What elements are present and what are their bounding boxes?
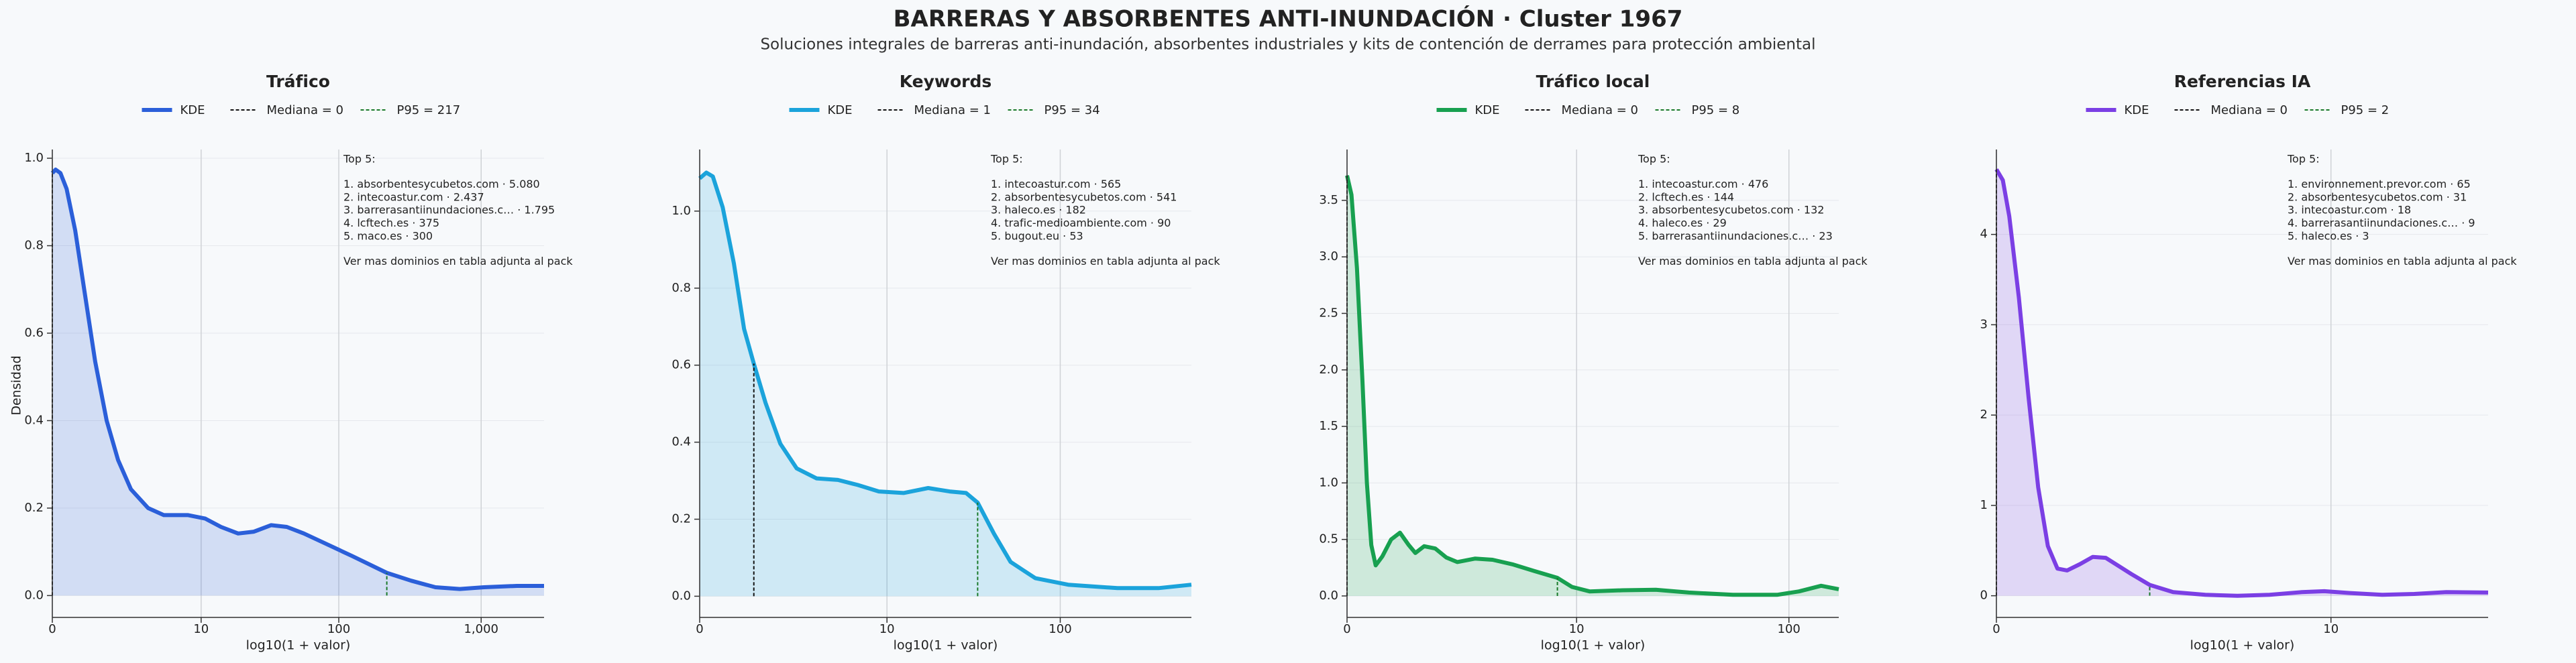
kde-line (1345, 175, 1839, 597)
y-tick-label: 4 (1980, 227, 1988, 241)
y-tick-label: 1.0 (24, 151, 44, 165)
kde-line (50, 168, 544, 591)
legend-label: P95 = 217 (397, 103, 461, 117)
x-tick-label: 100 (1049, 622, 1071, 636)
legend-label: P95 = 2 (2341, 103, 2390, 117)
y-tick-label: 0.0 (24, 588, 44, 602)
annotation-line: Ver mas dominios en tabla adjunta al pac… (343, 255, 573, 267)
legend-label: Mediana = 1 (914, 103, 991, 117)
kde-line (698, 170, 1192, 591)
annotation-line: Ver mas dominios en tabla adjunta al pac… (1638, 255, 1868, 267)
x-axis-label: log10(1 + valor) (2190, 638, 2295, 653)
annotation-line: Top 5: (343, 153, 376, 166)
annotation-line: 1. environnement.prevor.com · 65 (2288, 178, 2471, 190)
y-tick-label: 2.5 (1319, 306, 1338, 320)
annotation-line: 2. absorbentesycubetos.com · 541 (991, 190, 1177, 203)
legend-label: Mediana = 0 (267, 103, 343, 117)
panel-title: Tráfico local (1536, 72, 1650, 91)
legend-label: P95 = 8 (1692, 103, 1740, 117)
x-tick-label: 100 (1778, 622, 1801, 636)
x-tick-label: 0 (1343, 622, 1350, 636)
y-tick-label: 0.8 (24, 239, 44, 253)
x-axis-label: log10(1 + valor) (1541, 638, 1646, 653)
x-axis-label: log10(1 + valor) (246, 638, 351, 653)
x-tick-label: 10 (193, 622, 209, 636)
x-tick-label: 10 (879, 622, 895, 636)
y-tick-label: 0 (1980, 589, 1988, 603)
x-tick-label: 0 (696, 622, 703, 636)
y-tick-label: 0.2 (24, 501, 44, 515)
annotation-line: 2. intecoastur.com · 2.437 (343, 190, 484, 203)
y-tick-label: 1.0 (1319, 475, 1338, 489)
y-tick-label: 2 (1980, 408, 1988, 422)
annotation-line: 4. barrerasantiinundaciones.c… · 9 (2288, 217, 2475, 229)
y-tick-label: 0.4 (24, 413, 44, 427)
annotation-line: 1. intecoastur.com · 476 (1638, 178, 1768, 190)
annotation-line: Top 5: (990, 153, 1023, 166)
annotation-line: 2. absorbentesycubetos.com · 31 (2288, 190, 2467, 203)
kde-line (1994, 168, 2489, 598)
y-tick-label: 1.5 (1319, 419, 1338, 433)
legend-label: KDE (1475, 103, 1500, 117)
y-tick-label: 1 (1980, 498, 1988, 512)
y-tick-label: 0.0 (672, 589, 691, 603)
page-subtitle: Soluciones integrales de barreras anti‑i… (760, 36, 1815, 54)
annotation-line: 4. haleco.es · 29 (1638, 217, 1727, 229)
kde-area (52, 170, 544, 596)
y-axis-label: Densidad (9, 355, 24, 415)
y-tick-label: 3.5 (1319, 193, 1338, 207)
annotation-line: Top 5: (1638, 153, 1670, 166)
y-tick-label: 3 (1980, 317, 1988, 331)
kde-area (1347, 175, 1839, 596)
legend-label: KDE (2125, 103, 2149, 117)
x-tick-label: 0 (1992, 622, 2000, 636)
annotation-line: 5. maco.es · 300 (343, 230, 433, 243)
panel-title: Keywords (900, 72, 992, 91)
x-tick-label: 1,000 (464, 622, 498, 636)
page-title: BARRERAS Y ABSORBENTES ANTI‑INUNDACIÓN ·… (894, 5, 1683, 33)
annotation-line: 3. absorbentesycubetos.com · 132 (1638, 204, 1824, 217)
legend-label: P95 = 34 (1044, 103, 1100, 117)
x-tick-label: 0 (48, 622, 56, 636)
annotation-line: 1. intecoastur.com · 565 (991, 178, 1121, 190)
annotation-line: 5. bugout.eu · 53 (991, 230, 1083, 243)
legend-label: Mediana = 0 (1562, 103, 1638, 117)
annotation-line: 1. absorbentesycubetos.com · 5.080 (343, 178, 540, 190)
kde-area (700, 172, 1191, 597)
annotation-line: Ver mas dominios en tabla adjunta al pac… (991, 255, 1220, 267)
annotation-line: Top 5: (2287, 153, 2320, 166)
kde-area (1996, 169, 2488, 596)
annotation-line: 4. trafic-medioambiente.com · 90 (991, 217, 1171, 229)
y-tick-label: 0.2 (672, 512, 691, 526)
panel-title: Tráfico (266, 72, 330, 91)
legend-label: Mediana = 0 (2211, 103, 2288, 117)
annotation-line: 5. haleco.es · 3 (2288, 230, 2369, 243)
annotation-line: 3. haleco.es · 182 (991, 204, 1086, 217)
legend-label: KDE (828, 103, 853, 117)
x-tick-label: 10 (1569, 622, 1585, 636)
x-axis-label: log10(1 + valor) (894, 638, 998, 653)
y-tick-label: 0.6 (24, 326, 44, 340)
x-tick-label: 100 (327, 622, 350, 636)
x-tick-label: 10 (2323, 622, 2339, 636)
y-tick-label: 0.8 (672, 281, 691, 295)
annotation-line: 4. lcftech.es · 375 (343, 217, 439, 229)
y-tick-label: 3.0 (1319, 249, 1338, 263)
y-tick-label: 0.0 (1319, 589, 1338, 603)
legend-label: KDE (180, 103, 205, 117)
annotation-line: 5. barrerasantiinundaciones.c… · 23 (1638, 230, 1833, 243)
annotation-line: 3. intecoastur.com · 18 (2288, 204, 2411, 217)
annotation-line: Ver mas dominios en tabla adjunta al pac… (2288, 255, 2517, 267)
y-tick-label: 0.4 (672, 435, 691, 449)
annotation-line: 3. barrerasantiinundaciones.c… · 1.795 (343, 204, 555, 217)
y-tick-label: 2.0 (1319, 363, 1338, 377)
y-tick-label: 0.5 (1319, 532, 1338, 546)
y-tick-label: 0.6 (672, 358, 691, 372)
y-tick-label: 1.0 (672, 204, 691, 218)
panel-title: Referencias IA (2174, 72, 2311, 91)
annotation-line: 2. lcftech.es · 144 (1638, 190, 1734, 203)
